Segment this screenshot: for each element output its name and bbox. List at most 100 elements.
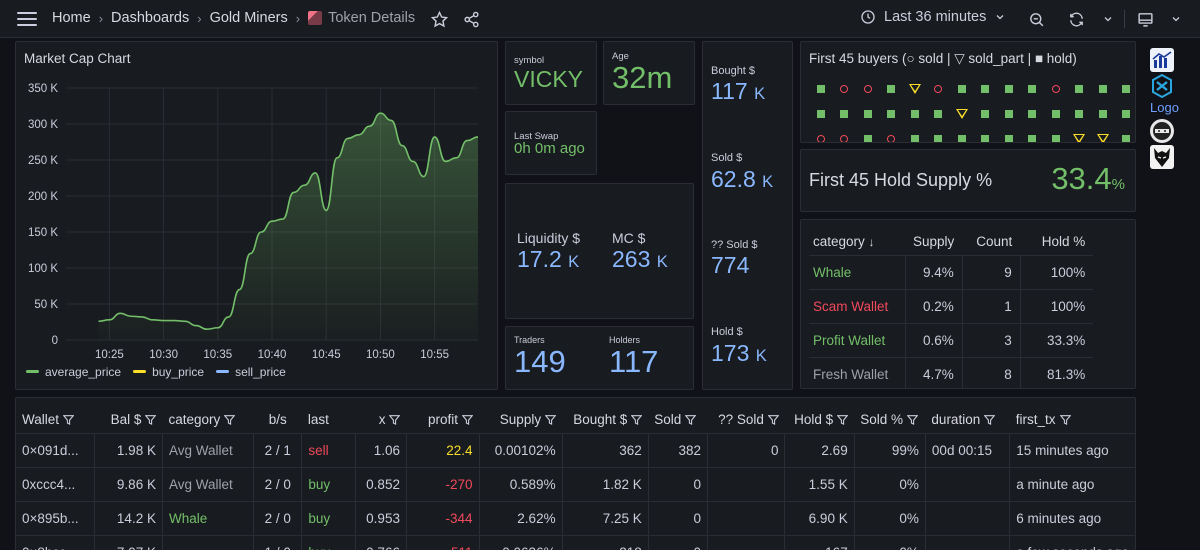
- filter-icon[interactable]: [458, 412, 474, 427]
- column-header-category[interactable]: category ↓: [813, 234, 875, 250]
- logo-link[interactable]: Logo: [1150, 100, 1179, 115]
- column-header-supply[interactable]: Supply: [479, 406, 562, 433]
- buyer-cell-hold[interactable]: [856, 126, 880, 142]
- buyer-cell-hold[interactable]: [880, 76, 904, 101]
- breadcrumb-gold-miners[interactable]: Gold Miners: [209, 10, 288, 26]
- buyer-cell-hold[interactable]: [1115, 126, 1136, 142]
- buyer-cell-hold[interactable]: [974, 101, 998, 126]
- buyer-cell-hold[interactable]: [950, 76, 974, 101]
- column-header-supply[interactable]: Supply: [913, 234, 955, 250]
- table-row[interactable]: Fresh Wallet 4.7% 8 81.3%: [809, 356, 1094, 388]
- column-header-bought[interactable]: Bought $: [562, 406, 648, 433]
- buyer-cell-part[interactable]: [1091, 126, 1115, 142]
- breadcrumb-dashboards[interactable]: Dashboards: [111, 10, 190, 26]
- refresh-interval-chevron-icon[interactable]: [1098, 9, 1118, 29]
- buyer-cell-hold[interactable]: [1115, 76, 1136, 101]
- filter-icon[interactable]: [980, 412, 996, 427]
- buyer-cell-hold[interactable]: [833, 101, 857, 126]
- filter-icon[interactable]: [764, 412, 779, 427]
- buyer-cell-hold[interactable]: [997, 126, 1021, 142]
- cell-wallet[interactable]: 0xccc4...: [16, 466, 95, 501]
- table-row[interactable]: 0×091d... 1.98 K Avg Wallet 2 / 1 sell 1.06 22…: [16, 432, 1135, 467]
- cell-wallet[interactable]: 0×091d...: [16, 432, 95, 467]
- filter-icon[interactable]: [627, 412, 643, 427]
- cell-wallet[interactable]: 0×895b...: [16, 500, 95, 535]
- buyer-cell-hold[interactable]: [809, 101, 833, 126]
- buyer-cell-sold[interactable]: [880, 126, 904, 142]
- table-row[interactable]: Profit Wallet 0.6% 3 33.3%: [809, 322, 1094, 357]
- buyer-cell-hold[interactable]: [1091, 76, 1115, 101]
- column-header-wallet[interactable]: Wallet: [16, 406, 95, 433]
- legend-buy-price[interactable]: buy_price: [133, 365, 204, 379]
- filter-icon[interactable]: [833, 412, 849, 427]
- buyer-cell-hold[interactable]: [903, 101, 927, 126]
- buyer-cell-hold[interactable]: [880, 101, 904, 126]
- filter-icon[interactable]: [681, 412, 697, 427]
- buyer-cell-hold[interactable]: [950, 126, 974, 142]
- table-row[interactable]: Whale 9.4% 9 100%: [809, 254, 1094, 289]
- column-header-x[interactable]: x: [356, 406, 407, 433]
- table-row[interactable]: 0×895b... 14.2 K Whale 2 / 0 buy 0.953 -344 2.6…: [16, 500, 1135, 535]
- filter-icon[interactable]: [1056, 412, 1071, 427]
- table-row[interactable]: Scam Wallet 0.2% 1 100%: [809, 288, 1094, 323]
- column-header-first-tx[interactable]: first_tx: [1010, 406, 1135, 433]
- zoom-out-icon[interactable]: [1026, 9, 1046, 29]
- buyer-cell-sold[interactable]: [833, 76, 857, 101]
- buyer-cell-part[interactable]: [1068, 126, 1092, 142]
- buyer-cell-hold[interactable]: [1021, 76, 1045, 101]
- filter-icon[interactable]: [541, 412, 557, 427]
- legend-sell-price[interactable]: sell_price: [216, 365, 286, 379]
- column-header-count[interactable]: Count: [976, 234, 1013, 250]
- buyer-cell-hold[interactable]: [809, 76, 833, 101]
- share-icon[interactable]: [461, 9, 481, 29]
- table-row[interactable]: 0xccc4... 9.86 K Avg Wallet 2 / 0 buy 0.852 -2…: [16, 466, 1135, 501]
- filter-icon[interactable]: [385, 412, 401, 427]
- legend-average-price[interactable]: average_price: [26, 365, 121, 379]
- column-header-sold[interactable]: ?? Sold: [707, 406, 784, 433]
- column-header-hold[interactable]: Hold $: [785, 406, 854, 433]
- table-row[interactable]: 0×8bcc...7.07 K 1 / 0buy0.766-5110.0636%2…: [16, 534, 1135, 550]
- column-header-sold[interactable]: Sold %: [854, 406, 925, 433]
- column-header-duration[interactable]: duration: [925, 406, 1009, 433]
- buyer-cell-sold[interactable]: [1044, 76, 1068, 101]
- buyer-cell-hold[interactable]: [997, 101, 1021, 126]
- buyer-cell-hold[interactable]: [1068, 76, 1092, 101]
- buyer-cell-part[interactable]: [903, 76, 927, 101]
- filter-icon[interactable]: [59, 412, 75, 427]
- buyer-cell-hold[interactable]: [1044, 126, 1068, 142]
- column-header-b-s[interactable]: b/s: [268, 411, 287, 427]
- column-header-hold[interactable]: Hold %: [1041, 234, 1086, 250]
- wolf-logo-icon[interactable]: [1150, 145, 1174, 169]
- buyer-cell-hold[interactable]: [1091, 101, 1115, 126]
- time-range-picker[interactable]: Last 36 minutes: [860, 9, 1006, 25]
- buyer-cell-hold[interactable]: [927, 126, 951, 142]
- column-header-last[interactable]: last: [307, 411, 329, 427]
- tv-mode-icon[interactable]: [1135, 9, 1155, 29]
- column-header-profit[interactable]: profit: [406, 406, 479, 433]
- buyer-cell-sold[interactable]: [833, 126, 857, 142]
- buyer-cell-hold[interactable]: [1021, 126, 1045, 142]
- buyer-cell-hold[interactable]: [1021, 101, 1045, 126]
- buyer-cell-hold[interactable]: [1115, 101, 1136, 126]
- swap-logo-icon[interactable]: [1150, 74, 1174, 98]
- tv-mode-chevron-icon[interactable]: [1166, 9, 1186, 29]
- column-header-sold[interactable]: Sold: [648, 406, 707, 433]
- buyer-cell-hold[interactable]: [974, 126, 998, 142]
- filter-icon[interactable]: [141, 412, 157, 427]
- refresh-icon[interactable]: [1066, 9, 1086, 29]
- menu-icon[interactable]: [17, 12, 37, 26]
- buyer-cell-hold[interactable]: [974, 76, 998, 101]
- buyer-cell-sold[interactable]: [809, 126, 833, 142]
- cell-wallet[interactable]: 0×8bcc...: [16, 534, 95, 550]
- buyer-cell-hold[interactable]: [856, 101, 880, 126]
- column-header-category[interactable]: category: [162, 406, 253, 433]
- buyer-cell-hold[interactable]: [1068, 101, 1092, 126]
- buyer-cell-hold[interactable]: [927, 101, 951, 126]
- filter-icon[interactable]: [903, 412, 918, 427]
- buyer-cell-hold[interactable]: [997, 76, 1021, 101]
- column-header-bal[interactable]: Bal $: [95, 406, 163, 433]
- buyer-cell-part[interactable]: [950, 101, 974, 126]
- filter-icon[interactable]: [220, 412, 236, 427]
- ninja-logo-icon[interactable]: [1150, 119, 1174, 143]
- buyer-cell-sold[interactable]: [927, 76, 951, 101]
